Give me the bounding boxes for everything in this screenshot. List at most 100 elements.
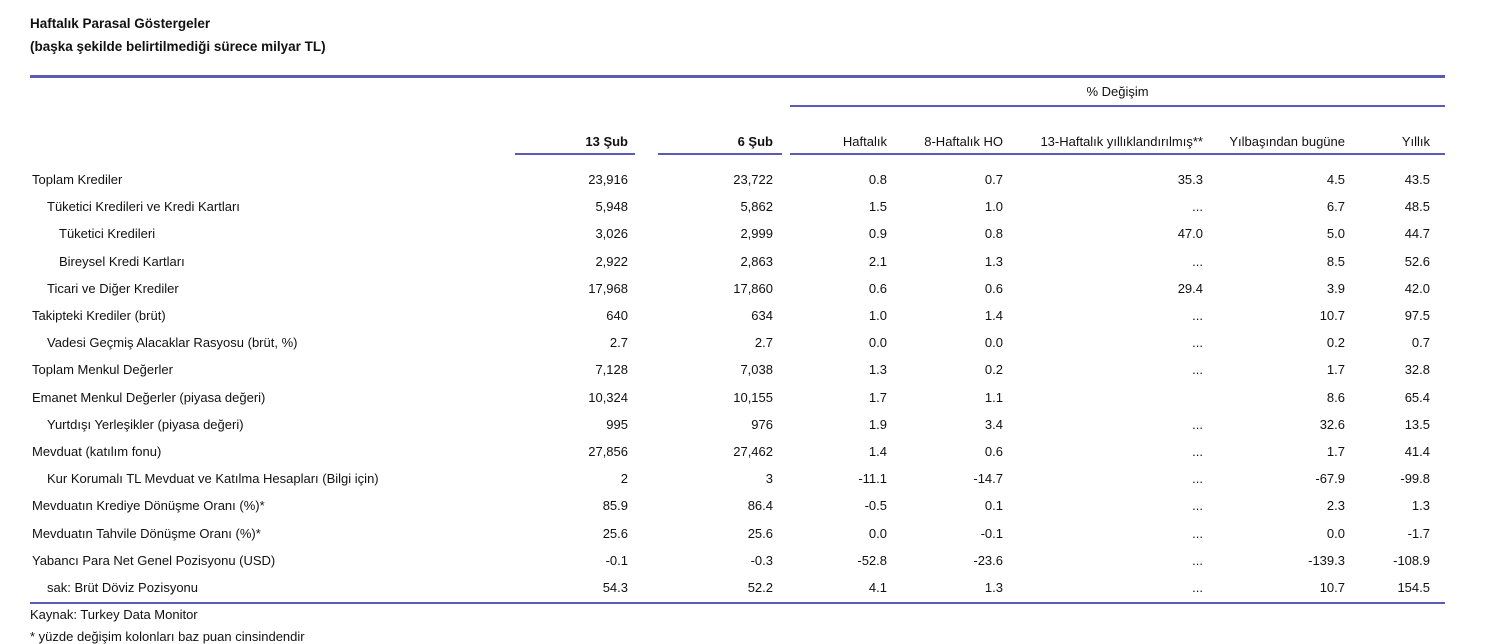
cell-13-haftalik-yillik: ... [1192, 335, 1203, 351]
cell-6-sub: 86.4 [747, 498, 773, 514]
cell-13-sub: 7,128 [595, 362, 628, 378]
cell-13-sub: 2.7 [609, 335, 628, 351]
cell-13-sub: -0.1 [605, 552, 628, 568]
cell-yillik: 97.5 [1404, 308, 1430, 324]
cell-8-haftalik-ho: 1.0 [984, 199, 1003, 215]
row-label: Yurtdışı Yerleşikler (piyasa değeri) [47, 416, 244, 432]
cell-yilbasindan-bugune: 0.2 [1326, 335, 1345, 351]
table-row: Vadesi Geçmiş Alacaklar Rasyosu (brüt, %… [30, 329, 1430, 356]
cell-13-sub: 23,916 [588, 172, 628, 188]
row-label: Toplam Krediler [32, 172, 123, 188]
cell-6-sub: 2.7 [754, 335, 773, 351]
cell-yilbasindan-bugune: -67.9 [1315, 471, 1345, 487]
cell-haftalik: -0.5 [864, 498, 887, 514]
cell-13-sub: 17,968 [588, 280, 628, 296]
cell-13-sub: 3,026 [595, 226, 628, 242]
cell-yillik: 42.0 [1404, 280, 1430, 296]
cell-haftalik: 0.0 [868, 335, 887, 351]
row-label: Tüketici Kredileri [59, 226, 156, 242]
cell-6-sub: 976 [751, 416, 773, 432]
table-top-rule [30, 75, 1445, 78]
cell-6-sub: 2,863 [740, 253, 773, 269]
table-row: Bireysel Kredi Kartları 2,922 2,863 2.1 … [30, 248, 1430, 275]
table-row: Kur Korumalı TL Mevduat ve Katılma Hesap… [30, 465, 1430, 492]
cell-8-haftalik-ho: -14.7 [973, 471, 1003, 487]
cell-haftalik: -52.8 [857, 552, 887, 568]
row-label: Yabancı Para Net Genel Pozisyonu (USD) [32, 552, 276, 568]
cell-yillik: 154.5 [1397, 579, 1430, 595]
cell-yilbasindan-bugune: 10.7 [1319, 308, 1345, 324]
cell-8-haftalik-ho: 0.2 [984, 362, 1003, 378]
cell-haftalik: 1.0 [868, 308, 887, 324]
cell-haftalik: 1.5 [868, 199, 887, 215]
cell-yilbasindan-bugune: 5.0 [1326, 226, 1345, 242]
cell-yilbasindan-bugune: 1.7 [1326, 443, 1345, 459]
row-label: sak: Brüt Döviz Pozisyonu [47, 579, 199, 595]
cell-13-haftalik-yillik: ... [1192, 308, 1203, 324]
cell-yilbasindan-bugune: 8.6 [1326, 389, 1345, 405]
row-label: Ticari ve Diğer Krediler [47, 280, 179, 296]
cell-yilbasindan-bugune: 32.6 [1319, 416, 1345, 432]
cell-13-haftalik-yillik: 35.3 [1177, 172, 1203, 188]
column-underline-6sub [658, 153, 782, 155]
table-header-row: 13 Şub 6 Şub Haftalık 8-Haftalık HO 13-Hafta… [30, 108, 1430, 153]
column-header: 13 Şub [585, 134, 628, 149]
cell-8-haftalik-ho: -23.6 [973, 552, 1003, 568]
cell-13-sub: 2 [620, 471, 628, 487]
table-row: Takipteki Krediler (brüt) 640 634 1.0 1.… [30, 302, 1430, 329]
cell-yillik: 13.5 [1404, 416, 1430, 432]
column-underline-pct-group [790, 153, 1445, 155]
cell-yilbasindan-bugune: 4.5 [1326, 172, 1345, 188]
table-bottom-rule [30, 602, 1445, 604]
row-label: Mevduat (katılım fonu) [32, 443, 162, 459]
cell-13-sub: 10,324 [588, 389, 628, 405]
table-row: Yabancı Para Net Genel Pozisyonu (USD) -… [30, 547, 1430, 574]
cell-6-sub: 27,462 [733, 443, 773, 459]
cell-13-haftalik-yillik: ... [1192, 579, 1203, 595]
table-row: Ticari ve Diğer Krediler 17,968 17,860 0… [30, 275, 1430, 302]
cell-8-haftalik-ho: 0.8 [984, 226, 1003, 242]
cell-13-sub: 2,922 [595, 253, 628, 269]
table-row: Emanet Menkul Değerler (piyasa değeri) 1… [30, 384, 1430, 411]
cell-6-sub: 25.6 [747, 525, 773, 541]
cell-6-sub: 2,999 [740, 226, 773, 242]
cell-yilbasindan-bugune: 1.7 [1326, 362, 1345, 378]
cell-8-haftalik-ho: 0.0 [984, 335, 1003, 351]
cell-8-haftalik-ho: -0.1 [980, 525, 1003, 541]
table-row: Mevduatın Krediye Dönüşme Oranı (%)* 85.… [30, 492, 1430, 519]
page-title: Haftalık Parasal Göstergeler [30, 16, 211, 31]
cell-13-haftalik-yillik: ... [1192, 443, 1203, 459]
header-label-spacer [30, 150, 510, 153]
cell-8-haftalik-ho: 1.3 [984, 579, 1003, 595]
cell-haftalik: 1.9 [868, 416, 887, 432]
cell-6-sub: 634 [751, 308, 773, 324]
cell-8-haftalik-ho: 0.1 [984, 498, 1003, 514]
cell-8-haftalik-ho: 0.7 [984, 172, 1003, 188]
cell-yilbasindan-bugune: 2.3 [1326, 498, 1345, 514]
cell-yillik: 44.7 [1404, 226, 1430, 242]
cell-haftalik: 0.9 [868, 226, 887, 242]
row-label: Tüketici Kredileri ve Kredi Kartları [47, 199, 240, 215]
table-row: Yurtdışı Yerleşikler (piyasa değeri) 995… [30, 411, 1430, 438]
cell-6-sub: 23,722 [733, 172, 773, 188]
cell-13-sub: 25.6 [602, 525, 628, 541]
cell-8-haftalik-ho: 1.4 [984, 308, 1003, 324]
cell-yilbasindan-bugune: 0.0 [1326, 525, 1345, 541]
cell-yilbasindan-bugune: 8.5 [1326, 253, 1345, 269]
cell-13-haftalik-yillik: ... [1192, 253, 1203, 269]
cell-yilbasindan-bugune: -139.3 [1308, 552, 1345, 568]
table-body: Toplam Krediler 23,916 23,722 0.8 0.7 35… [30, 166, 1430, 601]
column-header: Yılbaşından bugüne [1229, 134, 1345, 149]
cell-13-haftalik-yillik: ... [1192, 471, 1203, 487]
group-header-pct-degisim: % Değişim [1086, 84, 1149, 99]
cell-yillik: 41.4 [1404, 443, 1430, 459]
cell-yillik: 1.3 [1411, 498, 1430, 514]
cell-haftalik: 0.0 [868, 525, 887, 541]
table-row: Mevduat (katılım fonu) 27,856 27,462 1.4… [30, 438, 1430, 465]
column-header: 13-Haftalık yıllıklandırılmış** [1040, 134, 1203, 149]
source-note: Kaynak: Turkey Data Monitor [30, 607, 198, 622]
cell-13-sub: 85.9 [602, 498, 628, 514]
cell-haftalik: 0.8 [868, 172, 887, 188]
cell-13-sub: 27,856 [588, 443, 628, 459]
row-label: Vadesi Geçmiş Alacaklar Rasyosu (brüt, %… [47, 335, 298, 351]
